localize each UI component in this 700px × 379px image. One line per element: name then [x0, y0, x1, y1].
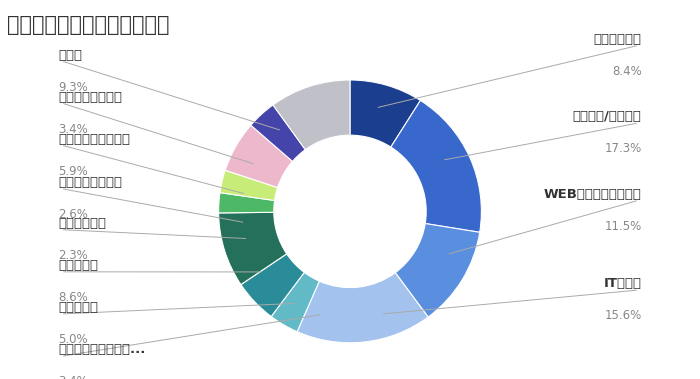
Wedge shape	[297, 273, 428, 343]
Text: その他: その他	[58, 49, 83, 62]
Text: 映像制作／撮影プロ...: 映像制作／撮影プロ...	[58, 343, 146, 356]
Text: 3.4%: 3.4%	[58, 123, 88, 136]
Text: 9.3%: 9.3%	[58, 81, 88, 94]
Text: デザイン/制作会社: デザイン/制作会社	[573, 110, 642, 123]
Text: 5.9%: 5.9%	[58, 165, 88, 178]
Wedge shape	[218, 193, 274, 213]
Text: 17.3%: 17.3%	[604, 143, 642, 155]
Text: 15.6%: 15.6%	[604, 309, 642, 322]
Text: 8.6%: 8.6%	[58, 291, 88, 304]
Wedge shape	[225, 125, 293, 188]
Text: 出版／印刷: 出版／印刷	[58, 259, 98, 272]
Text: 広告代理店: 広告代理店	[58, 301, 98, 314]
Wedge shape	[251, 105, 305, 161]
Text: 美容／エステ: 美容／エステ	[58, 217, 106, 230]
Wedge shape	[391, 100, 482, 232]
Text: 自営業／個人商店: 自営業／個人商店	[58, 91, 122, 103]
Text: IT／通信: IT／通信	[603, 277, 642, 290]
Text: メーカー／小売り業: メーカー／小売り業	[58, 133, 130, 146]
Text: 8.4%: 8.4%	[612, 65, 642, 78]
Text: 3.4%: 3.4%	[58, 375, 88, 379]
Wedge shape	[271, 273, 319, 332]
Wedge shape	[350, 80, 421, 147]
Text: 2.6%: 2.6%	[58, 208, 88, 221]
Text: 2.3%: 2.3%	[58, 249, 88, 262]
Text: 5.0%: 5.0%	[58, 333, 88, 346]
Text: 医療／福祉／介護: 医療／福祉／介護	[58, 176, 122, 189]
Text: WEB／アプリ制作会社: WEB／アプリ制作会社	[544, 188, 642, 201]
Text: 大量定額プラン利用者の業種: 大量定額プラン利用者の業種	[7, 15, 169, 35]
Wedge shape	[241, 254, 304, 316]
Wedge shape	[218, 212, 287, 285]
Wedge shape	[395, 224, 480, 317]
Wedge shape	[273, 80, 350, 150]
Text: フリーランス: フリーランス	[594, 33, 642, 46]
Text: 11.5%: 11.5%	[604, 220, 642, 233]
Wedge shape	[220, 170, 278, 200]
